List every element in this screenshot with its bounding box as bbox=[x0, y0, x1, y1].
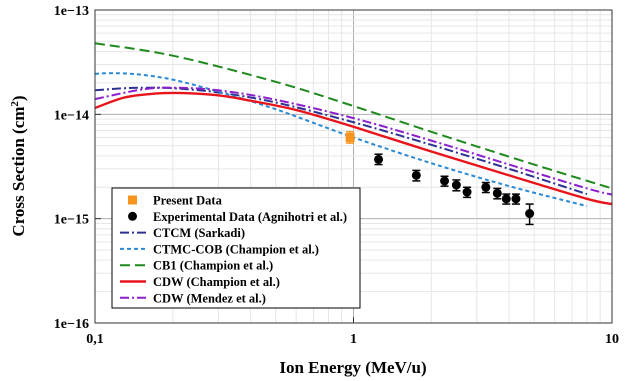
legend-label: CTMC-COB (Champion et al.) bbox=[153, 242, 319, 256]
x-tick-label: 1 bbox=[350, 332, 357, 347]
series-line bbox=[94, 86, 588, 196]
y-axis-title: Cross Section (cm2) bbox=[9, 95, 28, 236]
legend-label: CDW (Champion et al.) bbox=[153, 275, 280, 289]
series-line bbox=[94, 42, 613, 190]
data-point-circle bbox=[451, 180, 461, 190]
series-line bbox=[94, 72, 588, 208]
tick-layer: 0,1 1 10 1e−16 1e−15 1e−14 1e−13 bbox=[54, 4, 619, 347]
data-point-circle bbox=[374, 154, 384, 164]
series-line bbox=[94, 91, 613, 206]
y-axis-title-main: Cross Section (cm bbox=[9, 107, 28, 237]
data-point-circle bbox=[440, 176, 450, 186]
legend-label: CB1 (Champion et al.) bbox=[153, 259, 273, 273]
legend-marker-circle bbox=[128, 211, 137, 221]
x-axis-title: Ion Energy (MeV/u) bbox=[279, 358, 426, 377]
legend: Present Data Experimental Data (Agnihotri… bbox=[111, 187, 361, 309]
data-point-circle bbox=[462, 187, 472, 197]
data-point-circle bbox=[481, 182, 491, 192]
y-tick-label: 1e−14 bbox=[54, 108, 89, 123]
data-point-circle bbox=[525, 209, 535, 219]
legend-box bbox=[111, 187, 361, 309]
data-point-circle bbox=[411, 170, 421, 180]
y-tick-label: 1e−16 bbox=[54, 317, 89, 332]
series-layer bbox=[94, 42, 613, 226]
x-tick-label: 0,1 bbox=[86, 332, 104, 347]
legend-marker-square bbox=[128, 195, 137, 205]
series-line bbox=[94, 86, 613, 196]
y-axis-title-end: ) bbox=[9, 95, 28, 101]
y-axis-title-sup: 2 bbox=[9, 101, 21, 107]
legend-label: Present Data bbox=[153, 194, 223, 208]
data-point-circle bbox=[511, 194, 521, 204]
x-tick-label: 10 bbox=[605, 332, 619, 347]
y-tick-label: 1e−15 bbox=[54, 213, 89, 228]
data-point-circle bbox=[501, 194, 511, 204]
data-point-square bbox=[345, 132, 355, 142]
legend-label: CDW (Mendez et al.) bbox=[153, 291, 266, 305]
y-tick-label: 1e−13 bbox=[54, 4, 89, 19]
legend-label: Experimental Data (Agnihotri et al.) bbox=[153, 210, 347, 224]
legend-label: CTCM (Sarkadi) bbox=[153, 226, 245, 240]
data-point-circle bbox=[492, 188, 502, 198]
